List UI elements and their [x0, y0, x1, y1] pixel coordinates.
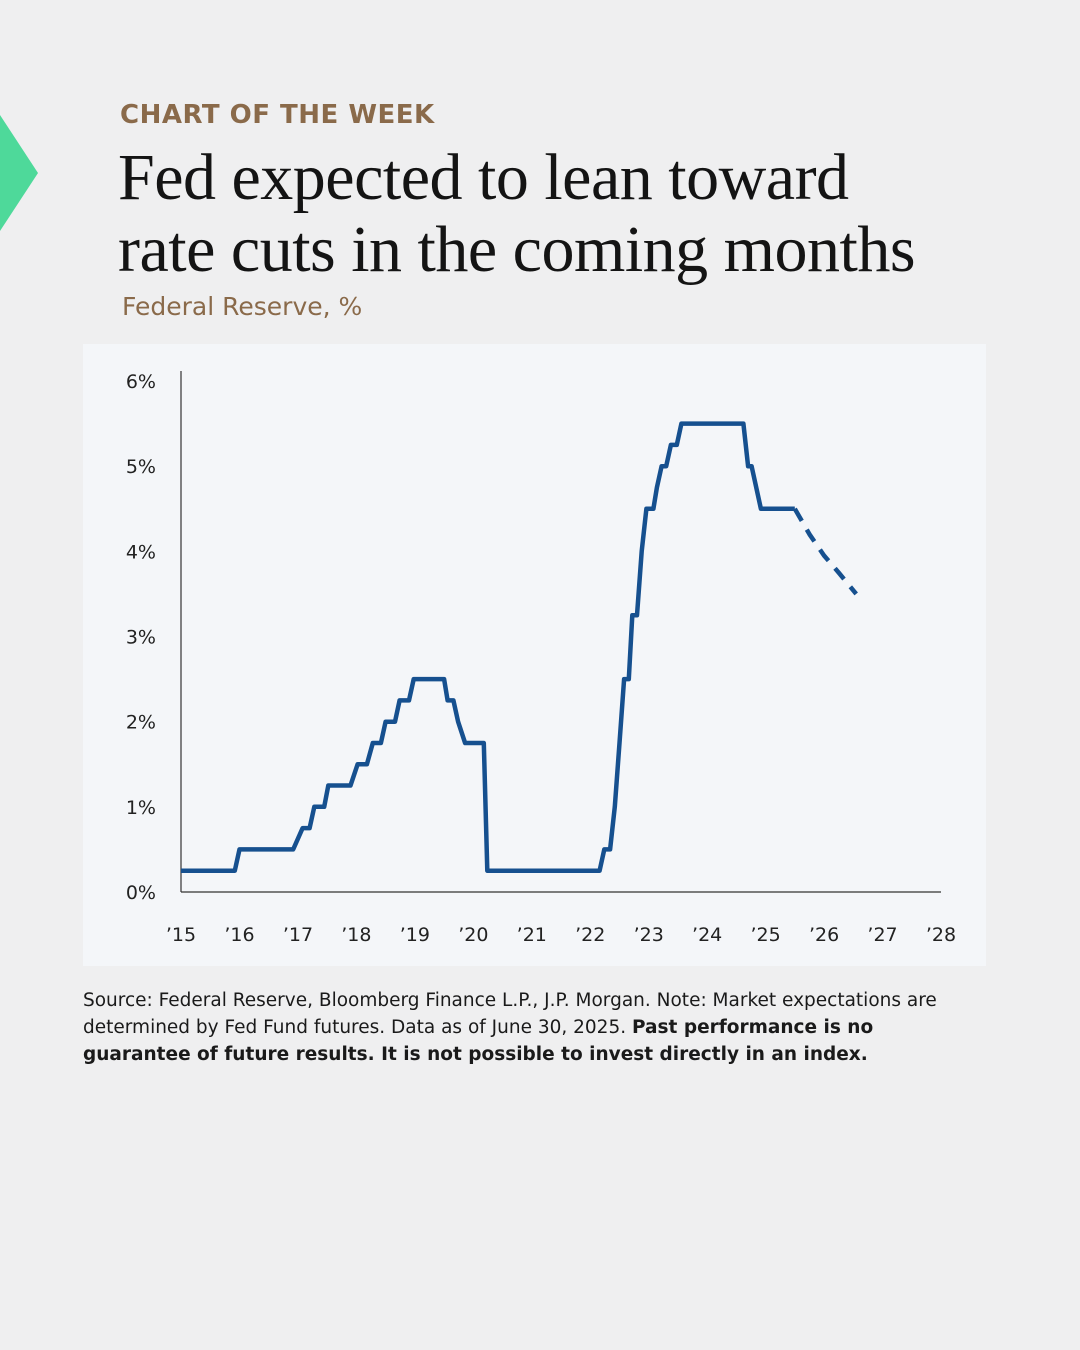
x-tick-label: ’21: [517, 924, 547, 946]
x-tick-label: ’26: [809, 924, 839, 946]
y-tick-label: 0%: [126, 882, 156, 904]
eyebrow-label: CHART OF THE WEEK: [120, 100, 435, 130]
y-tick-label: 5%: [126, 456, 156, 478]
footnote: Source: Federal Reserve, Bloomberg Finan…: [83, 987, 983, 1068]
x-tick-label: ’18: [341, 924, 371, 946]
y-tick-label: 1%: [126, 797, 156, 819]
accent-arrow-icon: [0, 115, 38, 231]
y-tick-label: 2%: [126, 712, 156, 734]
x-tick-label: ’22: [575, 924, 605, 946]
source-note: Source: Federal Reserve, Bloomberg Finan…: [83, 990, 937, 1038]
disclaimer: Past performance is no guarantee of futu…: [83, 1017, 874, 1065]
x-tick-label: ’20: [458, 924, 488, 946]
y-tick-label: 4%: [126, 541, 156, 563]
x-tick-label: ’15: [166, 924, 196, 946]
y-tick-label: 6%: [126, 371, 156, 393]
series-line-fed-funds: [181, 421, 795, 873]
x-tick-label: ’24: [692, 924, 722, 946]
x-tick-label: ’19: [400, 924, 430, 946]
x-tick-label: ’16: [224, 924, 254, 946]
y-tick-label: 3%: [126, 627, 156, 649]
x-tick-label: ’23: [634, 924, 664, 946]
page-title: Fed expected to lean toward rate cuts in…: [118, 142, 1018, 286]
x-tick-label: ’28: [926, 924, 956, 946]
series-line-expectations: [792, 507, 858, 596]
title-line-1: Fed expected to lean toward: [118, 141, 849, 214]
fed-rate-chart: 0% 1% 2% 3% 4% 5% 6% ’15 ’16 ’17 ’18 ’19 ’20 ’21 ’22 ’2…: [126, 371, 956, 946]
x-tick-label: ’25: [751, 924, 781, 946]
title-line-2: rate cuts in the coming months: [118, 213, 916, 286]
x-tick-label: ’27: [867, 924, 897, 946]
x-tick-label: ’17: [283, 924, 313, 946]
chart-panel: 0% 1% 2% 3% 4% 5% 6% ’15 ’16 ’17 ’18 ’19 ’20 ’21 ’22 ’2…: [83, 344, 986, 966]
chart-subtitle: Federal Reserve, %: [122, 292, 363, 321]
